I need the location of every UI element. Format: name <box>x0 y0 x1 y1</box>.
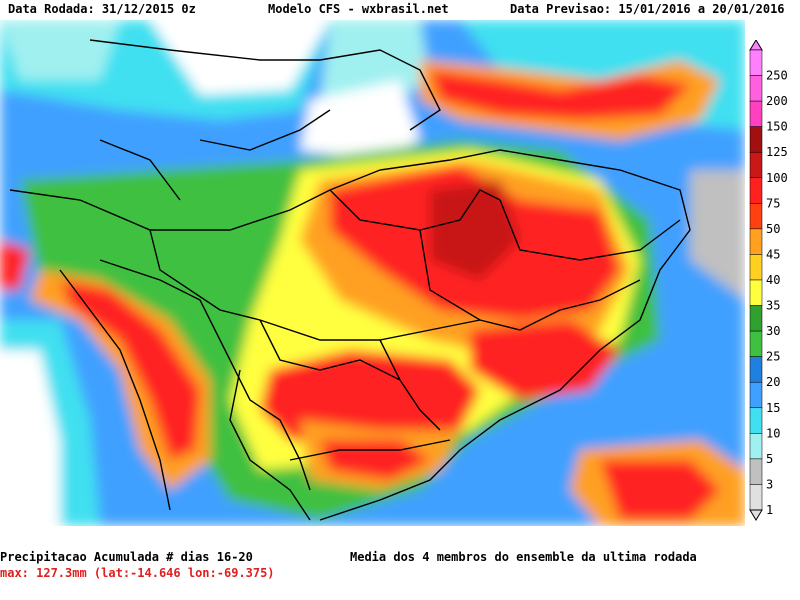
colorbar-label-3: 3 <box>766 477 773 491</box>
colorbar-swatch-125 <box>749 126 763 153</box>
colorbar-swatch-200 <box>749 75 763 102</box>
colorbar-label-20: 20 <box>766 375 780 389</box>
colorbar-label-35: 35 <box>766 299 780 313</box>
colorbar-label-10: 10 <box>766 426 780 440</box>
colorbar-label-40: 40 <box>766 273 780 287</box>
colorbar-swatch-3 <box>749 458 763 485</box>
colorbar-label-125: 125 <box>766 145 788 159</box>
colorbar-label-150: 150 <box>766 120 788 134</box>
precipitation-map <box>0 20 745 526</box>
colorbar-label-100: 100 <box>766 171 788 185</box>
colorbar-swatch-35 <box>749 279 763 306</box>
forecast-date-label: Data Previsao: 15/01/2016 a 20/01/2016 <box>510 2 785 16</box>
colorbar-swatch-45 <box>749 228 763 255</box>
colorbar-swatch-100 <box>749 151 763 179</box>
colorbar-swatch-75 <box>749 177 763 204</box>
model-title: Modelo CFS - wxbrasil.net <box>268 2 449 16</box>
colorbar-swatch-250 <box>749 49 763 76</box>
color-scale-legend: 250 200 150 125 100 75 50 45 40 35 30 25 20 15 10 5 3 1 <box>749 40 788 521</box>
colorbar-top-arrow <box>749 40 763 51</box>
colorbar-swatch-10 <box>749 407 763 434</box>
colorbar-label-45: 45 <box>766 247 780 261</box>
footer-note: Media dos 4 membros do ensemble da ultim… <box>350 550 697 564</box>
colorbar-swatch-15 <box>749 381 763 409</box>
colorbar-label-15: 15 <box>766 401 780 415</box>
political-borders <box>9 39 691 521</box>
colorbar-label-30: 30 <box>766 324 780 338</box>
run-date-label: Data Rodada: 31/12/2015 0z <box>8 2 196 16</box>
footer-max: max: 127.3mm (lat:-14.646 lon:-69.375) <box>0 566 275 580</box>
colorbar-swatch-5 <box>749 433 763 460</box>
colorbar-label-5: 5 <box>766 452 773 466</box>
precip-field <box>0 20 745 526</box>
colorbar-swatch-25 <box>749 330 763 357</box>
colorbar-swatch-50 <box>749 203 763 230</box>
colorbar-label-250: 250 <box>766 69 788 83</box>
colorbar-label-50: 50 <box>766 222 780 236</box>
colorbar-label-1: 1 <box>766 503 773 517</box>
colorbar-label-75: 75 <box>766 196 780 210</box>
colorbar-swatch-20 <box>749 356 763 383</box>
colorbar-bottom-arrow <box>749 509 763 521</box>
colorbar-swatch-40 <box>749 254 763 281</box>
colorbar-swatch-30 <box>749 305 763 332</box>
colorbar-label-25: 25 <box>766 350 780 364</box>
footer-title: Precipitacao Acumulada # dias 16-20 <box>0 550 253 564</box>
colorbar-label-200: 200 <box>766 94 788 108</box>
colorbar-swatch-150 <box>749 100 763 127</box>
colorbar-swatch-1 <box>749 484 763 511</box>
